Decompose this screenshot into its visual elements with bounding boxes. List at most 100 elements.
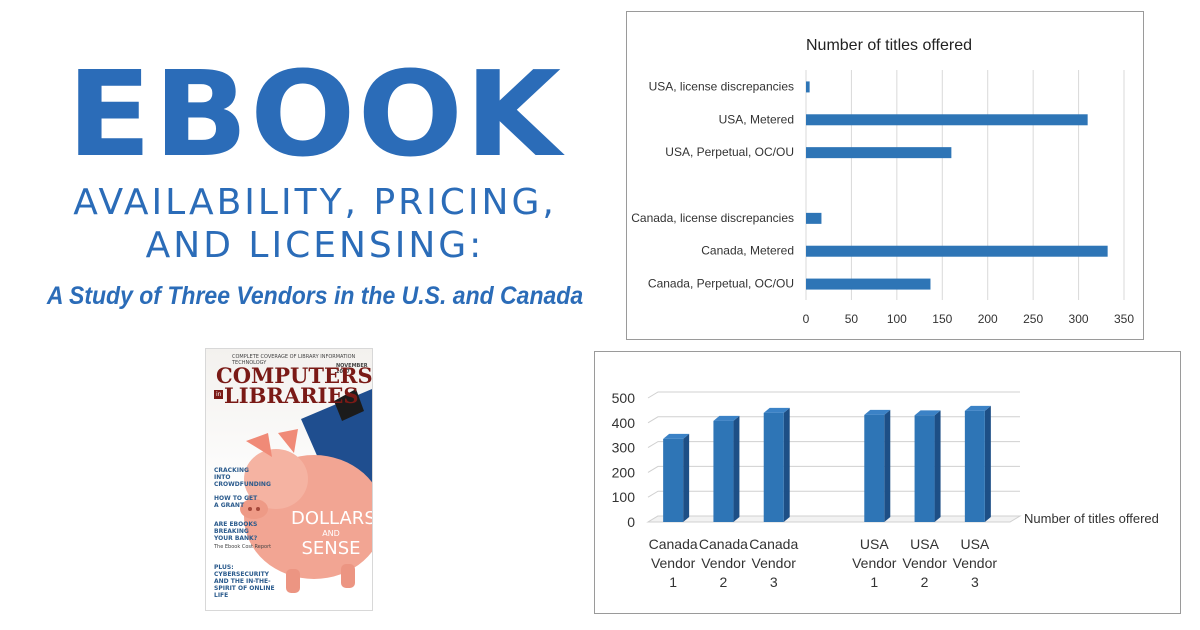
- x-tick-label: 100: [887, 312, 907, 326]
- piggy-nostril-shape-2: [256, 507, 260, 511]
- bar: [806, 147, 952, 159]
- category-label: Canada: [649, 536, 698, 552]
- magazine-cover-line: DOLLARS AND SENSE: [291, 508, 372, 559]
- study-tagline: A Study of Three Vendors in the U.S. and…: [46, 282, 584, 310]
- cover-sense: SENSE: [301, 538, 361, 559]
- y-tick-label: 300: [612, 440, 636, 456]
- category-label: Vendor: [953, 555, 998, 571]
- piggy-leg-shape: [286, 569, 300, 593]
- vertical-bar-chart: 0100200300400500CanadaVendor1CanadaVendo…: [612, 390, 1159, 590]
- x-tick-label: 150: [932, 312, 952, 326]
- bar: [763, 412, 784, 522]
- category-label: USA: [860, 536, 889, 552]
- ebook-title: EBOOK: [66, 45, 564, 183]
- bar: [663, 438, 684, 522]
- category-label: 1: [870, 574, 878, 590]
- magazine-issue: NOVEMBER 2017: [336, 363, 368, 375]
- magazine-title-2: LIBRARIES: [224, 383, 359, 408]
- y-tick-label: 200: [612, 464, 636, 480]
- category-label: Canada, license discrepancies: [631, 211, 794, 225]
- bar-top: [914, 410, 941, 416]
- gridline: [647, 465, 1020, 473]
- x-tick-label: 350: [1114, 312, 1134, 326]
- bar-side: [683, 433, 690, 522]
- x-tick-label: 250: [1023, 312, 1043, 326]
- x-tick-label: 0: [803, 312, 810, 326]
- category-label: Vendor: [852, 555, 897, 571]
- category-label: 1: [669, 574, 677, 590]
- horizontal-bar-chart: Number of titles offered 0 50 100 150 200 250…: [631, 37, 1134, 326]
- category-label: Vendor: [902, 555, 947, 571]
- magazine-cover: COMPLETE COVERAGE OF LIBRARY INFORMATION…: [206, 349, 372, 610]
- magazine-artwork: [240, 389, 372, 593]
- bar: [806, 245, 1108, 257]
- bar: [806, 278, 931, 290]
- y-tick-label: 0: [627, 514, 635, 530]
- category-label: Canada, Metered: [701, 244, 794, 258]
- gridline: [647, 441, 1020, 449]
- bar: [914, 415, 935, 522]
- category-label: 2: [720, 574, 728, 590]
- bar: [806, 81, 810, 93]
- piggy-snout-shape: [240, 499, 268, 519]
- bar-side: [783, 407, 790, 522]
- bar-side: [884, 409, 891, 522]
- bar: [806, 114, 1088, 126]
- category-label: Canada: [749, 536, 798, 552]
- gridline: [647, 490, 1020, 498]
- y-tick-label: 500: [612, 390, 636, 406]
- bar-side: [733, 415, 740, 522]
- magazine-topline: COMPLETE COVERAGE OF LIBRARY INFORMATION…: [232, 354, 356, 366]
- magazine-title-1: COMPUTERS: [216, 363, 372, 388]
- bar: [864, 414, 885, 522]
- category-label: USA, Perpetual, OC/OU: [665, 145, 794, 159]
- subtitle-line-2: AND LICENSING:: [145, 225, 485, 266]
- gridline: [647, 416, 1020, 424]
- x-tick-label: 50: [845, 312, 859, 326]
- category-label: USA: [960, 536, 989, 552]
- magazine-headline-3: ARE EBOOKS BREAKING YOUR BANK?: [214, 521, 258, 542]
- magazine-subheadline: The Ebook Cost Report: [214, 544, 272, 550]
- category-label: Vendor: [752, 555, 797, 571]
- cover-and: AND: [322, 529, 340, 538]
- subtitle-line-1: AVAILABILITY, PRICING,: [73, 182, 557, 223]
- category-label: USA, license discrepancies: [649, 79, 794, 93]
- bar: [806, 212, 822, 224]
- y-tick-label: 400: [612, 415, 636, 431]
- piggy-ear-shape-2: [278, 429, 298, 453]
- magazine-title-in: in: [214, 390, 224, 399]
- x-tick-label: 200: [978, 312, 998, 326]
- bar-top: [713, 415, 740, 421]
- category-label: USA, Metered: [719, 112, 794, 126]
- gridline: [647, 391, 1020, 399]
- piggy-nostril-shape: [248, 507, 252, 511]
- piggy-leg-shape-2: [341, 564, 355, 588]
- bar-side: [984, 405, 991, 522]
- bar-top: [763, 407, 790, 413]
- category-label: 3: [971, 574, 979, 590]
- bar-top: [864, 409, 891, 415]
- piggy-ear-shape: [246, 433, 272, 457]
- category-label: 3: [770, 574, 778, 590]
- category-label: Vendor: [701, 555, 746, 571]
- bar: [713, 420, 734, 522]
- vertical-bar-chart-frame: 0 100 200 300 400 500 Canada Vendor 1 Canada Vendo…: [594, 351, 1181, 614]
- category-label: 2: [921, 574, 929, 590]
- magazine-headline-4: PLUS: CYBERSECURITY AND THE IN-THE-SPIRI…: [214, 564, 275, 599]
- category-label: Canada: [699, 536, 748, 552]
- magazine-headline-2: HOW TO GET A GRANT: [214, 495, 258, 509]
- bar-top: [964, 405, 991, 411]
- cover-dollars: DOLLARS: [291, 508, 372, 529]
- legend-label: Number of titles offered: [1024, 511, 1159, 526]
- horizontal-bar-chart-frame: Number of titles offered 0 50 100 150 200 250…: [626, 11, 1144, 340]
- category-label: Canada, Perpetual, OC/OU: [648, 277, 794, 291]
- chart-floor: [646, 515, 1022, 523]
- y-tick-label: 100: [612, 489, 636, 505]
- magazine-headline-1: CRACKING INTO CROWDFUNDING: [214, 467, 271, 488]
- chart-title: Number of titles offered: [806, 37, 972, 54]
- category-label: Vendor: [651, 555, 696, 571]
- x-tick-label: 300: [1069, 312, 1089, 326]
- card-shape: [334, 389, 364, 421]
- bar-side: [934, 410, 941, 522]
- category-label: USA: [910, 536, 939, 552]
